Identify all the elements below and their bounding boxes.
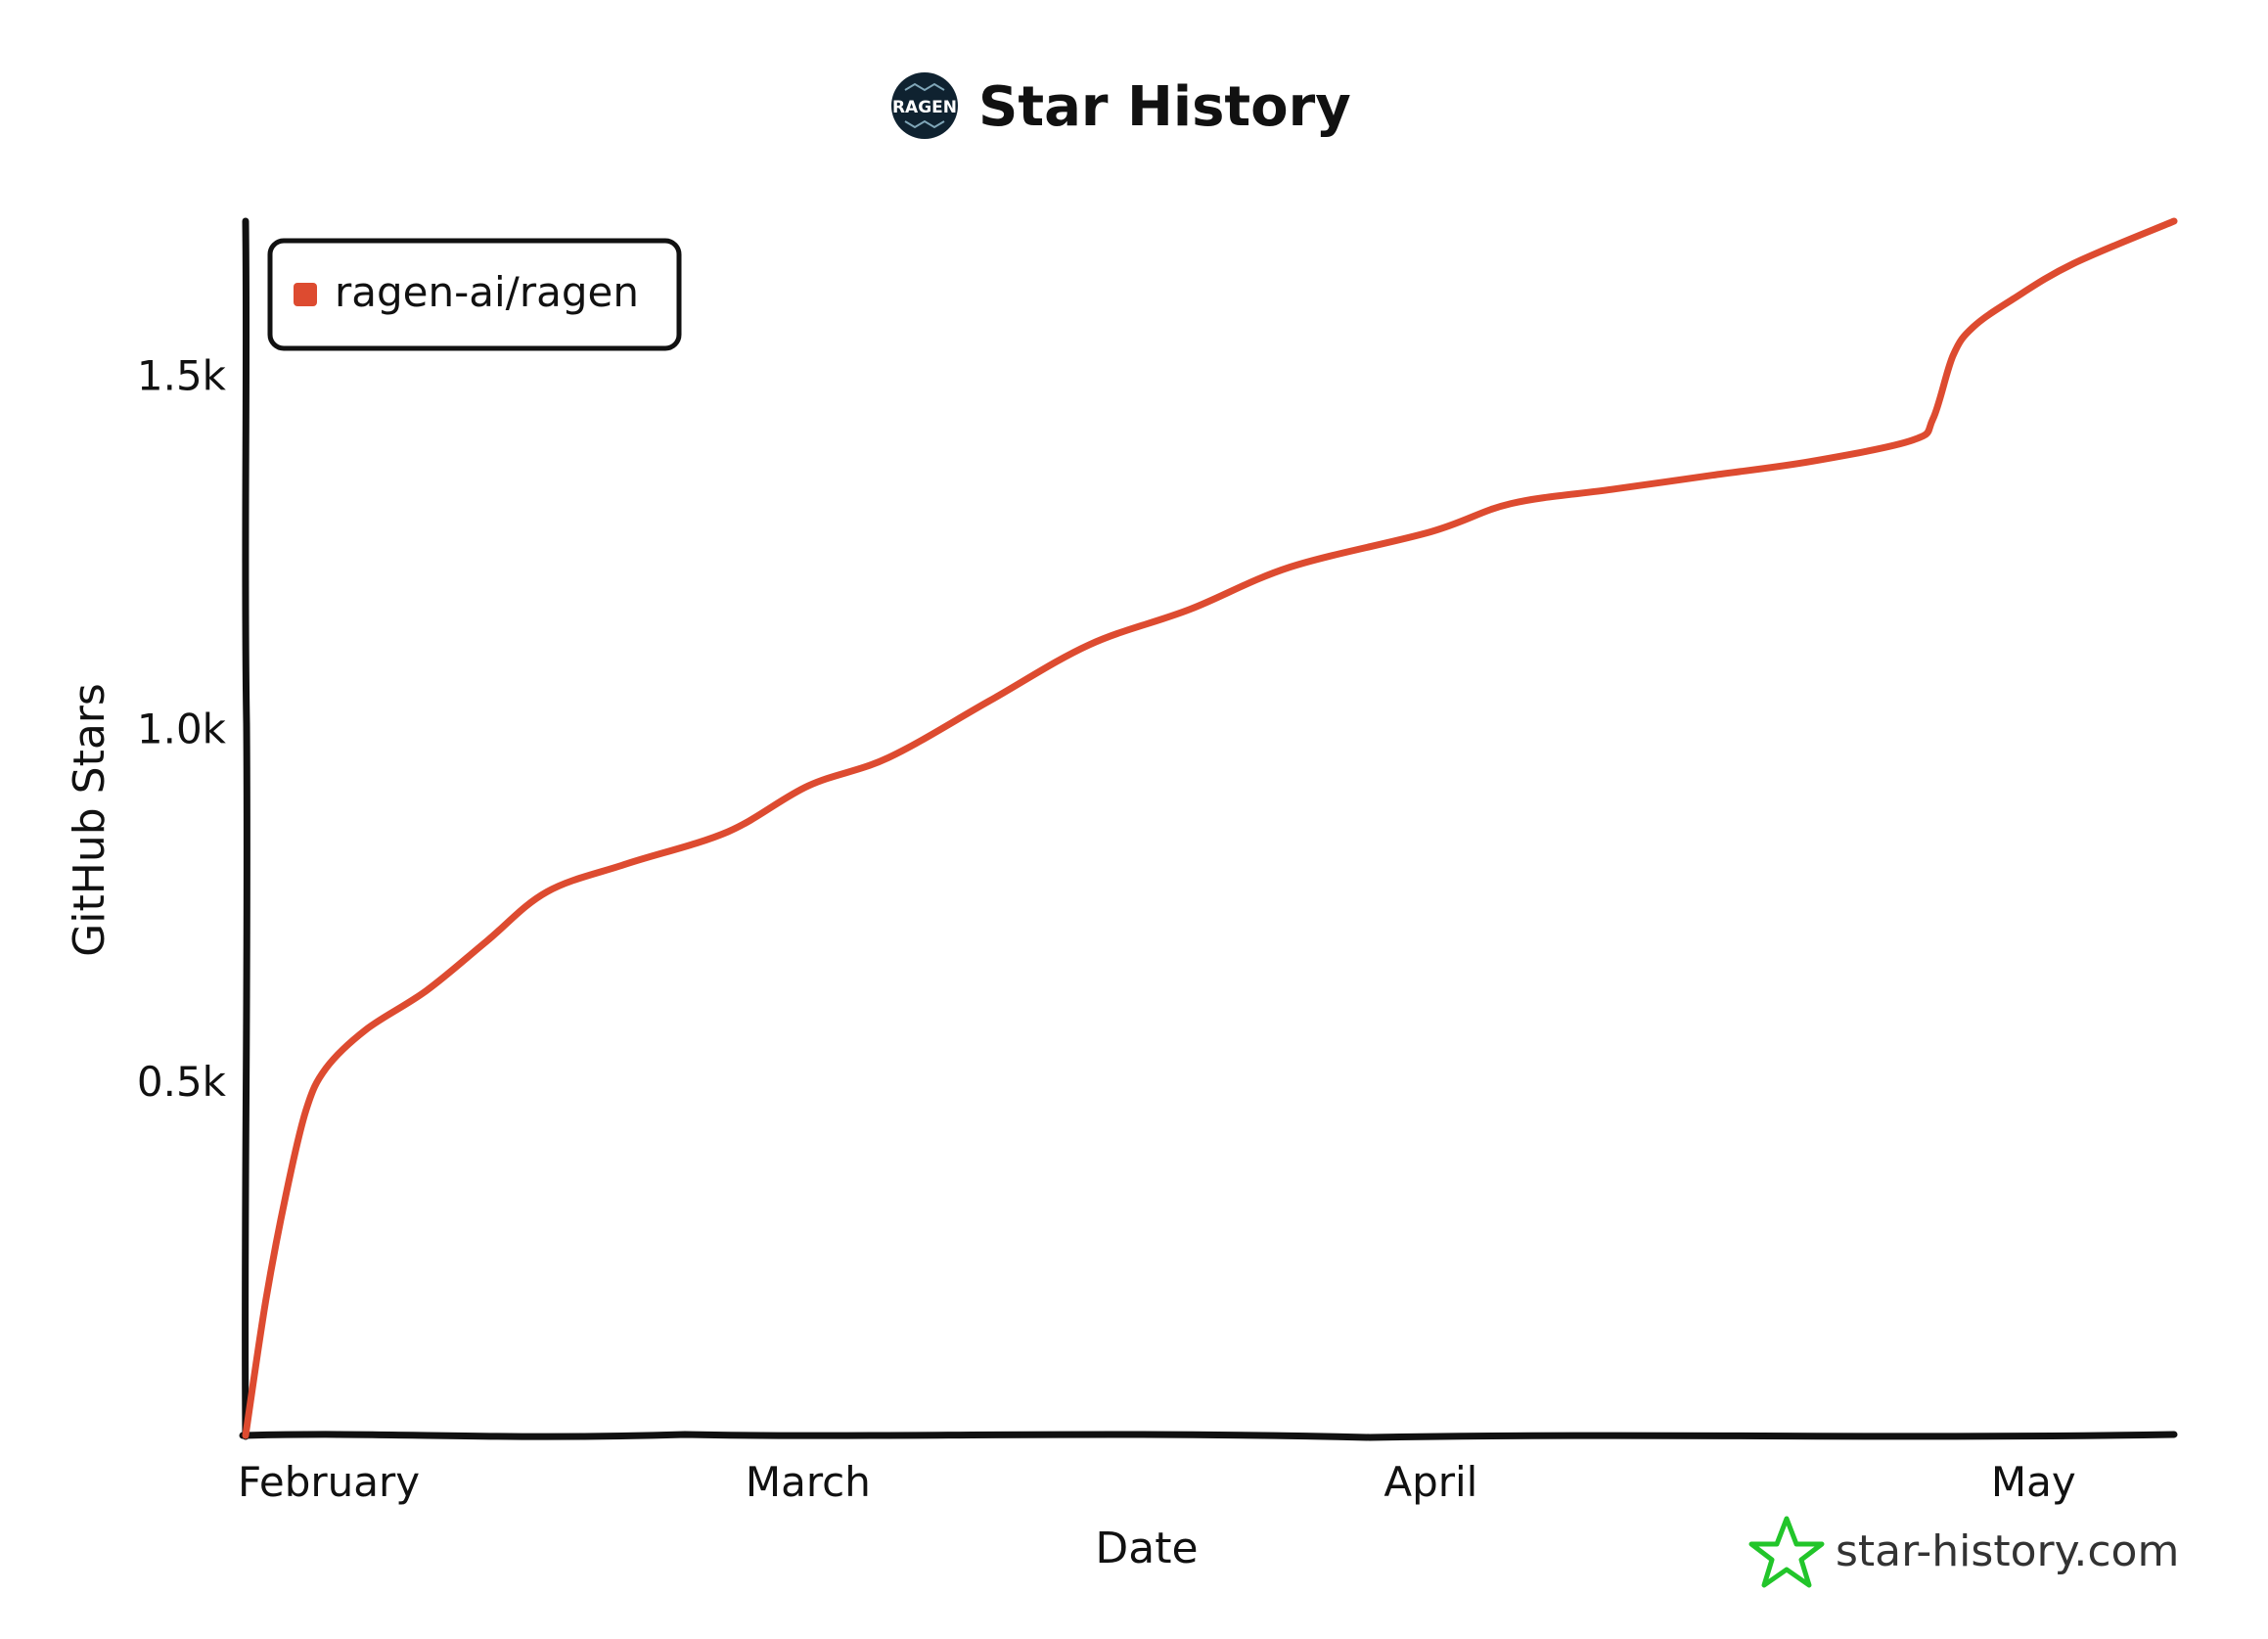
x-axis-title: Date xyxy=(1095,1524,1198,1573)
axes xyxy=(239,217,2178,1441)
chart-title: Star History xyxy=(978,75,1351,139)
y-axis-line xyxy=(242,217,250,1440)
x-tick-label: March xyxy=(746,1458,871,1506)
chart-header: RAGEN Star History xyxy=(891,72,1351,139)
legend: ragen-ai/ragen xyxy=(267,238,682,351)
x-tick-label: April xyxy=(1383,1458,1477,1506)
y-tick-label: 0.5k xyxy=(137,1058,227,1106)
legend-box xyxy=(267,238,682,351)
x-axis-line xyxy=(239,1431,2178,1441)
star-outline-icon xyxy=(1748,1516,1825,1588)
legend-swatch xyxy=(294,283,317,306)
x-tick-label: February xyxy=(238,1458,420,1506)
logo-text: RAGEN xyxy=(892,98,957,117)
watermark[interactable]: star-history.com xyxy=(1748,1516,2179,1588)
ragen-logo-icon: RAGEN xyxy=(891,72,958,139)
y-tick-label: 1.0k xyxy=(137,705,227,752)
series-layer xyxy=(242,217,2178,1439)
legend-label: ragen-ai/ragen xyxy=(335,268,639,316)
y-tick-labels: 0.5k 1.0k 1.5k xyxy=(137,352,227,1107)
watermark-text[interactable]: star-history.com xyxy=(1836,1526,2179,1576)
x-tick-labels: February March April May xyxy=(238,1458,2076,1506)
y-axis-title: GitHub Stars xyxy=(65,683,114,957)
x-tick-label: May xyxy=(1991,1458,2076,1506)
series-line xyxy=(242,217,2178,1439)
y-tick-label: 1.5k xyxy=(137,352,227,400)
